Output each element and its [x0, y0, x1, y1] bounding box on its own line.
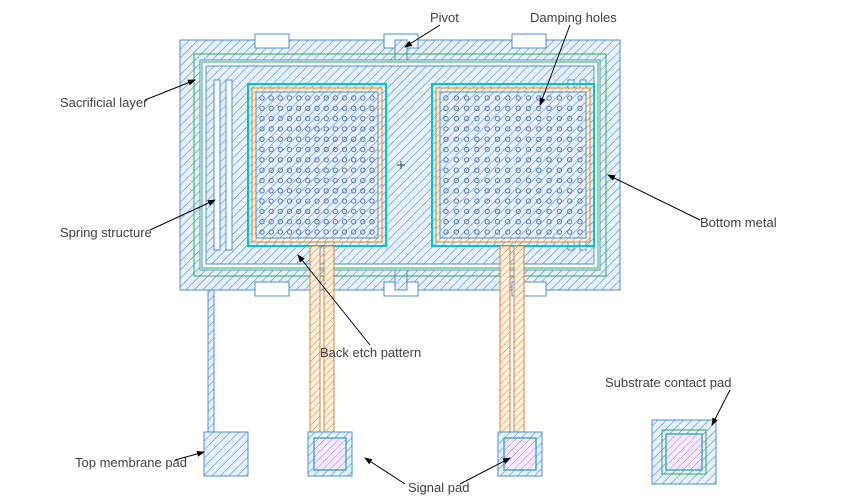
- membrane-trace: [208, 290, 214, 434]
- top-membrane-pad: [204, 432, 248, 476]
- diagram-canvas: [0, 0, 844, 502]
- label-spring-structure: Spring structure: [60, 225, 152, 240]
- label-top-membrane-pad: Top membrane pad: [75, 455, 187, 470]
- electrode-right: [432, 84, 594, 246]
- label-sacrificial-layer: Sacrificial layer: [60, 95, 147, 110]
- label-pivot: Pivot: [430, 10, 459, 25]
- label-signal-pad: Signal pad: [408, 480, 469, 495]
- label-bottom-metal: Bottom metal: [700, 215, 777, 230]
- label-back-etch-pattern: Back etch pattern: [320, 345, 421, 360]
- substrate-contact-pad: [652, 420, 716, 484]
- label-substrate-contact-pad: Substrate contact pad: [605, 375, 731, 390]
- label-damping-holes: Damping holes: [530, 10, 617, 25]
- signal-pad-right: [498, 432, 542, 476]
- signal-pad-left: [308, 432, 352, 476]
